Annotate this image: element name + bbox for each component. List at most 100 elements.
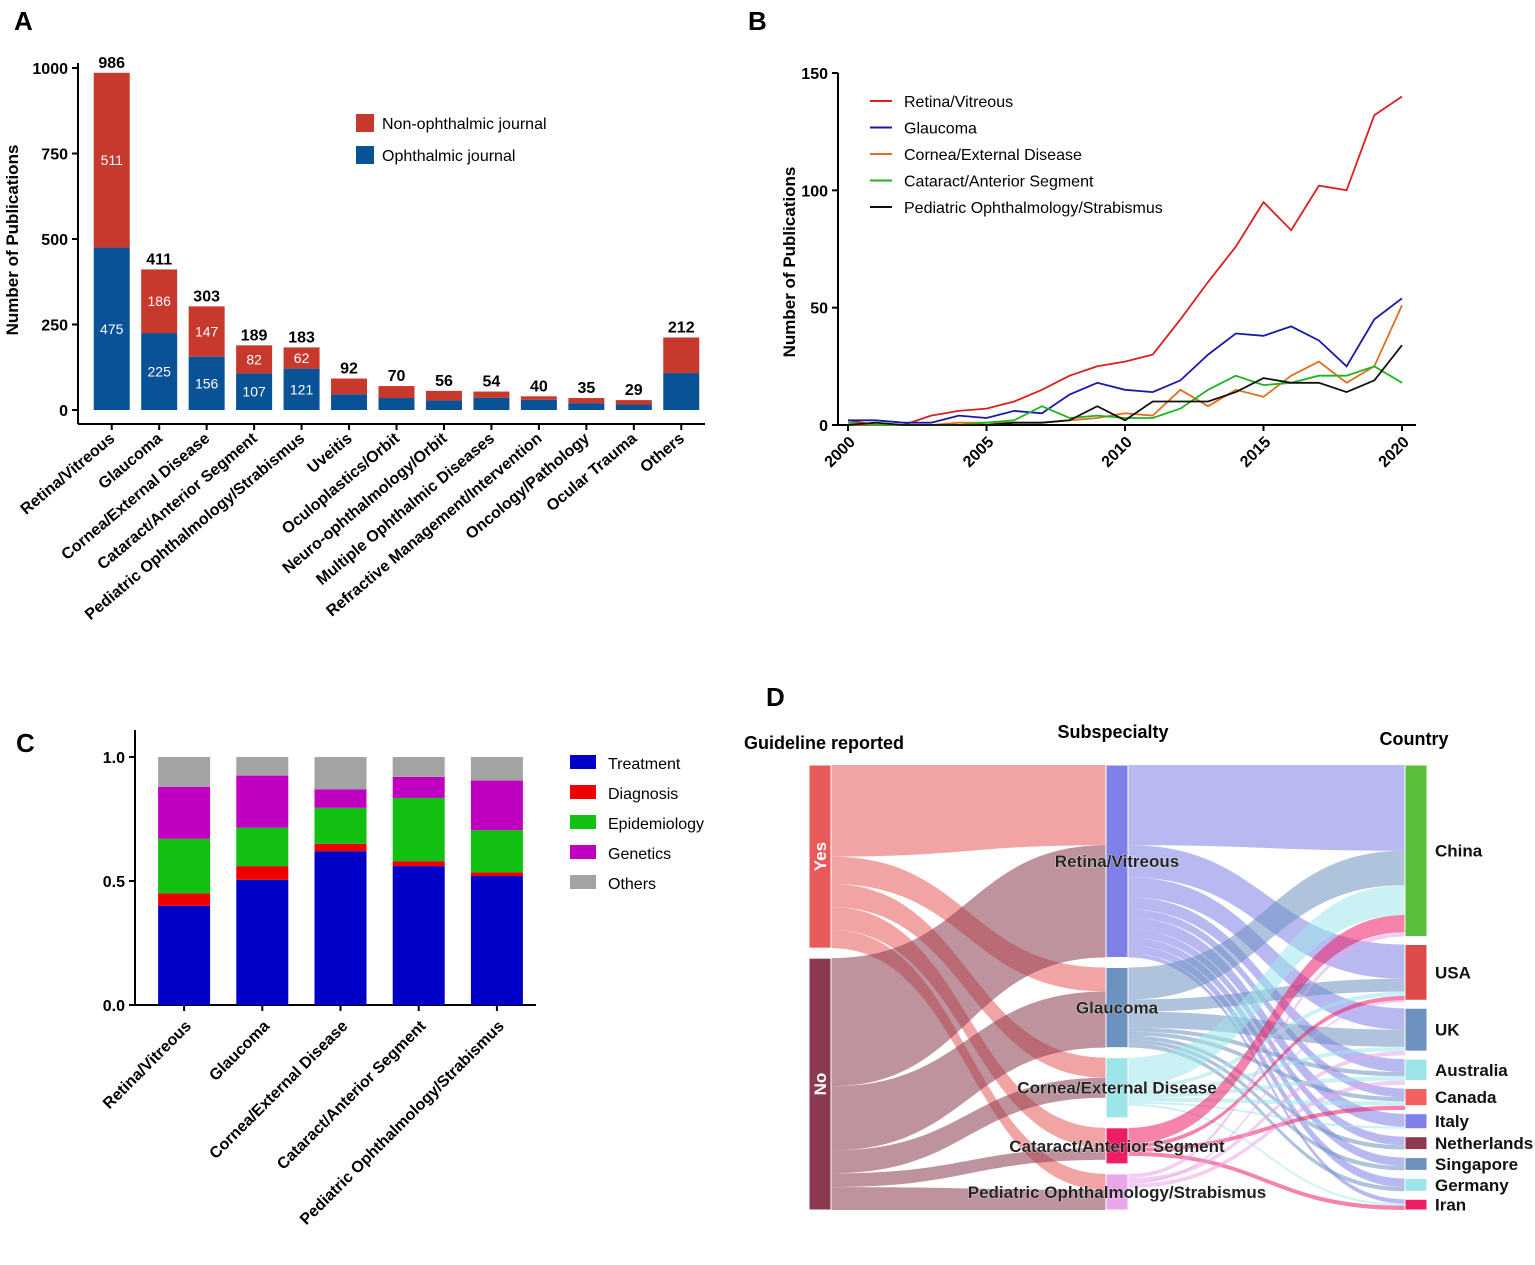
panel-c-bar-genetics bbox=[158, 786, 211, 839]
panel-a-bar-ophthalmic-journal bbox=[615, 404, 652, 410]
panel-label-d: D bbox=[766, 682, 785, 712]
panel-a-bar-ophthalmic-journal bbox=[378, 398, 415, 410]
panel-a-segment-label: 121 bbox=[290, 381, 314, 397]
panel-c-bar-epidemiology bbox=[236, 827, 289, 867]
panel-d-links bbox=[831, 765, 1405, 1210]
panel-a-segment-label: 82 bbox=[246, 351, 262, 367]
panel-b-x-tick-label: 2005 bbox=[960, 434, 997, 471]
panel-c-y-tick-label: 0.5 bbox=[103, 874, 125, 891]
panel-a-stacked-bar-chart: Number of Publications 0 250 500 750 1000 475 5… bbox=[3, 55, 705, 624]
panel-a-total-label: 189 bbox=[241, 327, 268, 344]
panel-a-y-axis-title: Number of Publications bbox=[3, 145, 22, 336]
panel-d-link-cornea-external-disease-to-usa bbox=[1128, 991, 1405, 1090]
panel-d-node-label: Germany bbox=[1435, 1176, 1509, 1195]
panel-c-legend-swatch bbox=[570, 845, 596, 859]
panel-d-link-yes-to-retina-vitreous bbox=[831, 765, 1106, 857]
panel-a-bar-ophthalmic-journal bbox=[283, 368, 320, 410]
panel-d-link-pediatric-ophthalmology-strabismus-to-australia bbox=[1128, 1080, 1405, 1188]
panel-d-node-canada bbox=[1404, 1088, 1428, 1107]
panel-a-y-tick-label: 0 bbox=[59, 403, 68, 420]
panel-c-legend-swatch bbox=[570, 875, 596, 889]
panel-c-bar-treatment bbox=[392, 866, 445, 1005]
panel-b-series-line-glaucoma bbox=[848, 297, 1403, 424]
panel-a-segment-label: 475 bbox=[100, 321, 124, 337]
panel-a-bar-ophthalmic-journal bbox=[188, 356, 225, 410]
panel-c-bar-diagnosis bbox=[314, 843, 367, 852]
panel-a-y-tick-label: 250 bbox=[41, 318, 68, 335]
panel-d-link-glaucoma-to-australia bbox=[1128, 1027, 1405, 1077]
panel-c-bar-diagnosis bbox=[236, 866, 289, 880]
panel-d-node-australia bbox=[1404, 1058, 1428, 1082]
panel-a-legend-label: Non-ophthalmic journal bbox=[382, 116, 547, 133]
panel-d-node-italy bbox=[1404, 1113, 1428, 1130]
panel-a-bar-non-ophthalmic-journal bbox=[520, 396, 557, 400]
panel-d-link-cataract-anterior-segment-to-usa bbox=[1128, 995, 1405, 1148]
panel-a-bar-non-ophthalmic-journal bbox=[378, 386, 415, 399]
panel-d-node-label: Canada bbox=[1435, 1088, 1497, 1107]
panel-a-total-label: 35 bbox=[577, 380, 595, 397]
panel-a-bar-non-ophthalmic-journal bbox=[568, 398, 605, 404]
panel-c-bar-others bbox=[314, 757, 367, 790]
panel-d-link-pediatric-ophthalmology-strabismus-to-uk bbox=[1128, 1051, 1405, 1182]
panel-a-total-label: 56 bbox=[435, 373, 453, 390]
panel-d-node-label: Glaucoma bbox=[1076, 999, 1159, 1018]
panel-b-legend-label: Pediatric Ophthalmology/Strabismus bbox=[904, 200, 1163, 217]
panel-b-y-tick-label: 150 bbox=[801, 66, 828, 83]
panel-a-bar-non-ophthalmic-journal bbox=[236, 345, 273, 374]
panel-a-category-label: Others bbox=[637, 430, 688, 476]
panel-c-category-label: Retina/Vitreous bbox=[100, 1018, 195, 1113]
panel-c-bar-genetics bbox=[314, 789, 367, 808]
panel-a-bar-non-ophthalmic-journal bbox=[141, 269, 178, 334]
panel-a-bar-ophthalmic-journal bbox=[473, 397, 510, 410]
panel-a-y-tick-label: 750 bbox=[41, 147, 68, 164]
panel-d-node-cornea-external-disease bbox=[1105, 1057, 1129, 1119]
panel-d-link-cataract-anterior-segment-to-china bbox=[1128, 915, 1405, 1144]
panel-d-node-iran bbox=[1404, 1198, 1428, 1211]
panel-a-bar-ophthalmic-journal bbox=[425, 400, 462, 410]
panel-b-x-tick-label: 2020 bbox=[1376, 434, 1413, 471]
panel-d-link-cataract-anterior-segment-to-canada bbox=[1128, 1105, 1405, 1152]
panel-d-node-netherlands bbox=[1404, 1136, 1428, 1151]
panel-d-node-label: Yes bbox=[811, 842, 830, 871]
panel-d-node-label: UK bbox=[1435, 1021, 1460, 1040]
panel-c-bar-others bbox=[470, 757, 523, 781]
panel-d-node-yes bbox=[808, 764, 832, 949]
panel-d-node-no bbox=[808, 957, 832, 1211]
panel-d-node-pediatric-ophthalmology-strabismus bbox=[1105, 1173, 1129, 1211]
panel-d-node-label: Australia bbox=[1435, 1061, 1508, 1080]
panel-label-a: A bbox=[14, 6, 33, 36]
panel-c-bar-epidemiology bbox=[314, 807, 367, 844]
panel-d-node-label: USA bbox=[1435, 963, 1471, 982]
panel-a-bar-ophthalmic-journal bbox=[568, 403, 605, 410]
panel-d-node-glaucoma bbox=[1105, 966, 1129, 1049]
panel-d-link-cornea-external-disease-to-iran bbox=[1128, 1103, 1405, 1206]
panel-d-sankey-diagram: Guideline reported Subspecialty Country Yes… bbox=[744, 722, 1533, 1215]
panel-d-node-label: Pediatric Ophthalmology/Strabismus bbox=[968, 1183, 1267, 1202]
panel-a-total-label: 303 bbox=[193, 288, 220, 305]
panel-c-legend-label: Diagnosis bbox=[608, 786, 678, 803]
panel-d-link-retina-vitreous-to-iran bbox=[1128, 953, 1405, 1204]
panel-d-link-glaucoma-to-china bbox=[1128, 850, 1405, 1000]
panel-b-y-tick-label: 0 bbox=[819, 418, 828, 435]
panel-label-b: B bbox=[748, 6, 767, 36]
panel-a-segment-label: 186 bbox=[148, 293, 172, 309]
panel-c-bar-others bbox=[158, 757, 211, 787]
panel-b-series-line-retina-vitreous bbox=[847, 95, 1403, 426]
panel-d-link-no-to-cataract-anterior-segment bbox=[831, 1147, 1106, 1188]
panel-c-y-tick-label: 1.0 bbox=[103, 750, 125, 767]
panel-b-legend-label: Glaucoma bbox=[904, 121, 977, 138]
panel-a-total-label: 40 bbox=[530, 378, 548, 395]
panel-a-bar-non-ophthalmic-journal bbox=[425, 390, 462, 401]
panel-b-y-tick-label: 100 bbox=[801, 183, 828, 200]
panel-c-legend-label: Genetics bbox=[608, 846, 671, 863]
panel-d-node-label: Italy bbox=[1435, 1112, 1470, 1131]
panel-d-node-label: Netherlands bbox=[1435, 1134, 1533, 1153]
panel-a-total-label: 212 bbox=[668, 319, 695, 336]
panel-a-bar-non-ophthalmic-journal bbox=[283, 347, 320, 369]
panel-d-column-header: Subspecialty bbox=[1057, 722, 1168, 742]
panel-d-link-retina-vitreous-to-canada bbox=[1128, 909, 1405, 1098]
panel-d-node-label: Iran bbox=[1435, 1196, 1466, 1215]
panel-a-bar-non-ophthalmic-journal bbox=[188, 306, 225, 357]
panel-d-node-china bbox=[1404, 764, 1428, 937]
panel-d-link-no-to-pediatric-ophthalmology-strabismus bbox=[831, 1187, 1106, 1210]
